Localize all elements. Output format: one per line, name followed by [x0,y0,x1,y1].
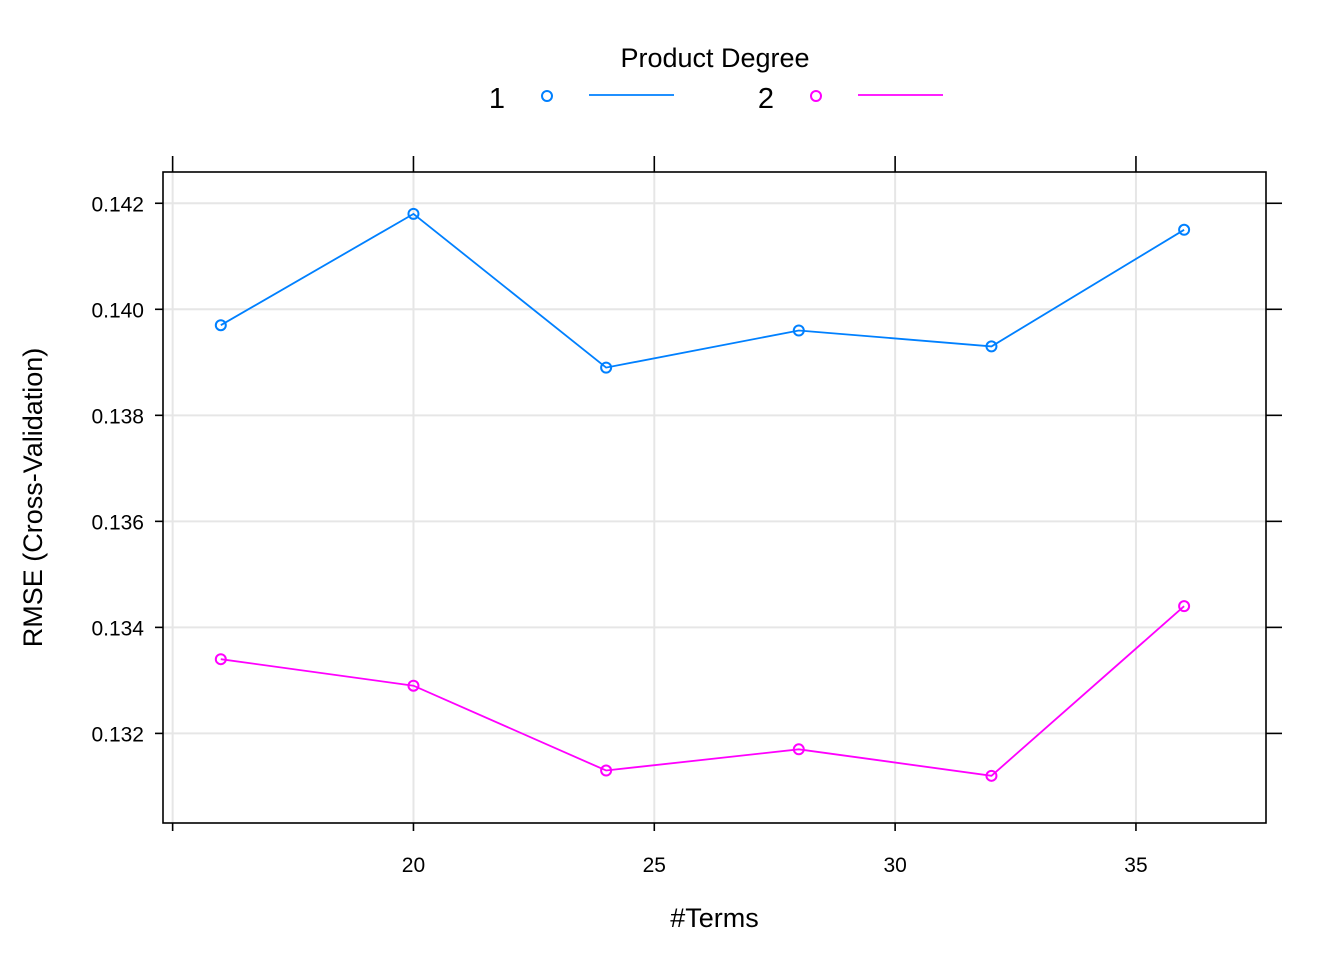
legend: Product Degree 1 2 [489,43,943,115]
grid [163,172,1266,823]
legend-label-2: 2 [758,83,774,115]
plot-frame [162,171,1267,824]
y-tick-label: 0.140 [91,299,144,322]
series-2 [214,600,1191,782]
y-axis-title: RMSE (Cross-Validation) [18,348,48,648]
data-point [214,653,227,666]
x-tick-label: 20 [402,854,425,877]
x-tick-label: 25 [643,854,666,877]
legend-point-1 [541,90,553,102]
y-tick-label: 0.138 [91,405,144,428]
axis-ticks: 20 25 30 35 0.132 0.134 0.136 0.138 0.140 0.142 [91,156,1282,877]
data-point [985,769,998,782]
y-tick-label: 0.142 [91,193,144,216]
y-tick-label: 0.132 [91,723,144,746]
series-line-1 [220,212,1185,369]
x-tick-label: 30 [883,854,906,877]
y-tick-label: 0.134 [91,617,144,640]
legend-point-2 [810,90,822,102]
data-point [407,679,420,692]
x-tick-label: 35 [1124,854,1147,877]
y-tick-label: 0.136 [91,511,144,534]
data-point [407,207,420,220]
data-point [600,764,613,777]
data-point [792,743,805,756]
data-point [985,340,998,353]
legend-label-1: 1 [489,83,505,115]
legend-title: Product Degree [620,43,809,73]
x-axis-title: #Terms [670,903,759,933]
series-line-2 [220,605,1185,777]
data-point [214,319,227,332]
series-layer [214,207,1191,782]
data-point [1178,223,1191,236]
series-1 [214,207,1191,374]
data-point [792,324,805,337]
data-point [1178,600,1191,613]
data-point [600,361,613,374]
